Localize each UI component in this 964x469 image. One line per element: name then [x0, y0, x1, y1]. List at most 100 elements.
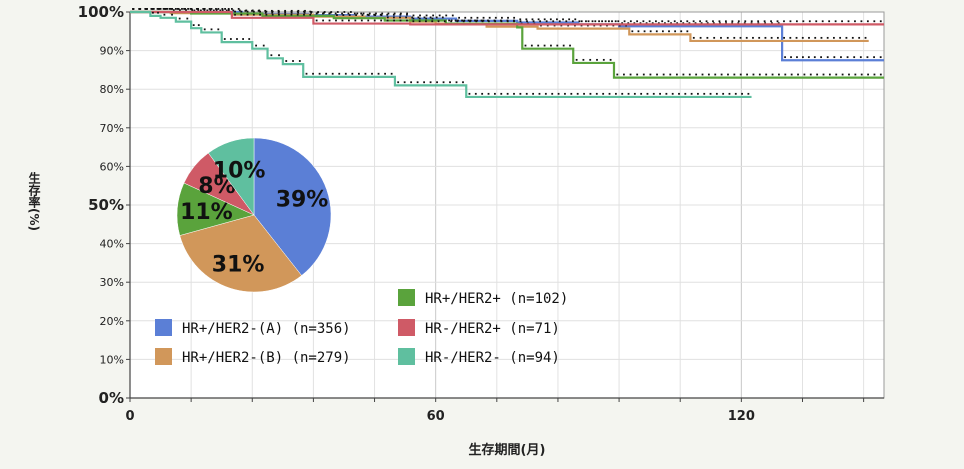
censor-mark — [848, 73, 850, 76]
censor-mark — [203, 8, 206, 10]
censor-mark — [722, 92, 725, 95]
y-tick-label: 70% — [100, 122, 124, 135]
censor-mark — [449, 81, 451, 84]
censor-mark — [418, 20, 421, 23]
censor-mark — [866, 56, 869, 59]
legend-label: HR+/HER2+ (n=102) — [425, 291, 568, 307]
censor-mark — [168, 8, 171, 10]
censor-mark — [719, 22, 721, 25]
censor-mark — [393, 19, 395, 22]
censor-mark — [152, 8, 155, 10]
censor-mark — [783, 36, 785, 39]
censor-mark — [255, 44, 257, 47]
legend-swatch — [398, 289, 415, 306]
censor-mark — [688, 73, 691, 76]
censor-mark — [450, 20, 453, 23]
censor-mark — [821, 20, 824, 23]
censor-mark — [602, 92, 605, 95]
censor-mark — [828, 73, 831, 76]
censor-mark — [752, 73, 755, 76]
censor-mark — [323, 11, 325, 14]
censor-mark — [298, 60, 301, 62]
censor-mark — [770, 20, 772, 23]
censor-mark — [163, 13, 166, 16]
censor-mark — [629, 73, 632, 76]
censor-mark — [614, 92, 617, 95]
censor-mark — [458, 16, 461, 19]
censor-mark — [601, 20, 603, 23]
censor-mark — [802, 20, 805, 23]
censor-mark — [543, 44, 546, 47]
censor-mark — [392, 13, 395, 16]
censor-mark — [562, 44, 565, 47]
censor-mark — [765, 73, 768, 76]
censor-mark — [438, 14, 441, 17]
censor-mark — [145, 8, 147, 10]
censor-mark — [616, 73, 619, 76]
censor-mark — [637, 30, 640, 33]
censor-mark — [271, 13, 274, 16]
censor-mark — [513, 20, 515, 23]
censor-mark — [646, 92, 649, 95]
censor-mark — [360, 19, 363, 22]
censor-mark — [661, 20, 664, 23]
censor-mark — [193, 9, 196, 12]
censor-mark — [665, 92, 668, 95]
censor-mark — [325, 72, 328, 75]
censor-mark — [290, 13, 293, 16]
censor-mark — [507, 16, 509, 19]
censor-mark — [132, 8, 135, 10]
censor-mark — [351, 72, 354, 75]
censor-mark — [655, 30, 658, 33]
censor-mark — [185, 9, 187, 11]
censor-mark — [752, 36, 754, 39]
censor-mark — [442, 81, 445, 84]
censor-mark — [526, 20, 528, 23]
censor-mark — [262, 44, 265, 47]
censor-mark — [171, 13, 173, 16]
censor-mark — [540, 24, 542, 27]
censor-mark — [367, 14, 370, 16]
censor-mark — [686, 20, 689, 23]
censor-mark — [813, 56, 816, 59]
y-axis-title: 生存率(%) — [22, 172, 46, 231]
censor-mark — [151, 8, 154, 10]
censor-mark — [621, 22, 624, 25]
censor-mark — [859, 56, 862, 59]
censor-mark — [655, 20, 657, 23]
censor-mark — [181, 8, 183, 10]
censor-mark — [833, 56, 836, 59]
censor-mark — [355, 14, 357, 16]
censor-mark — [487, 92, 490, 95]
censor-mark — [238, 9, 241, 12]
censor-mark — [186, 17, 189, 20]
censor-mark — [309, 13, 312, 16]
legend-swatch — [155, 319, 172, 336]
censor-mark — [867, 73, 869, 76]
censor-mark — [731, 22, 734, 25]
censor-mark — [481, 20, 484, 23]
censor-mark — [451, 14, 454, 17]
censor-mark — [777, 22, 780, 25]
censor-mark — [545, 20, 548, 23]
censor-mark — [246, 10, 249, 13]
censor-mark — [227, 8, 230, 10]
censor-mark — [662, 73, 665, 76]
censor-mark — [292, 60, 294, 62]
censor-mark — [814, 36, 817, 39]
censor-mark — [429, 81, 432, 84]
censor-mark — [544, 92, 547, 95]
censor-mark — [645, 22, 648, 25]
censor-mark — [285, 60, 288, 62]
censor-mark — [482, 16, 485, 19]
censor-mark — [724, 20, 727, 23]
censor-mark — [290, 11, 293, 14]
pie-slice — [253, 137, 332, 276]
censor-mark — [303, 13, 305, 16]
censor-mark — [757, 20, 760, 23]
censor-mark — [556, 18, 558, 21]
censor-mark — [176, 8, 179, 10]
censor-mark — [737, 20, 740, 23]
censor-mark — [411, 16, 414, 19]
censor-mark — [822, 73, 825, 76]
